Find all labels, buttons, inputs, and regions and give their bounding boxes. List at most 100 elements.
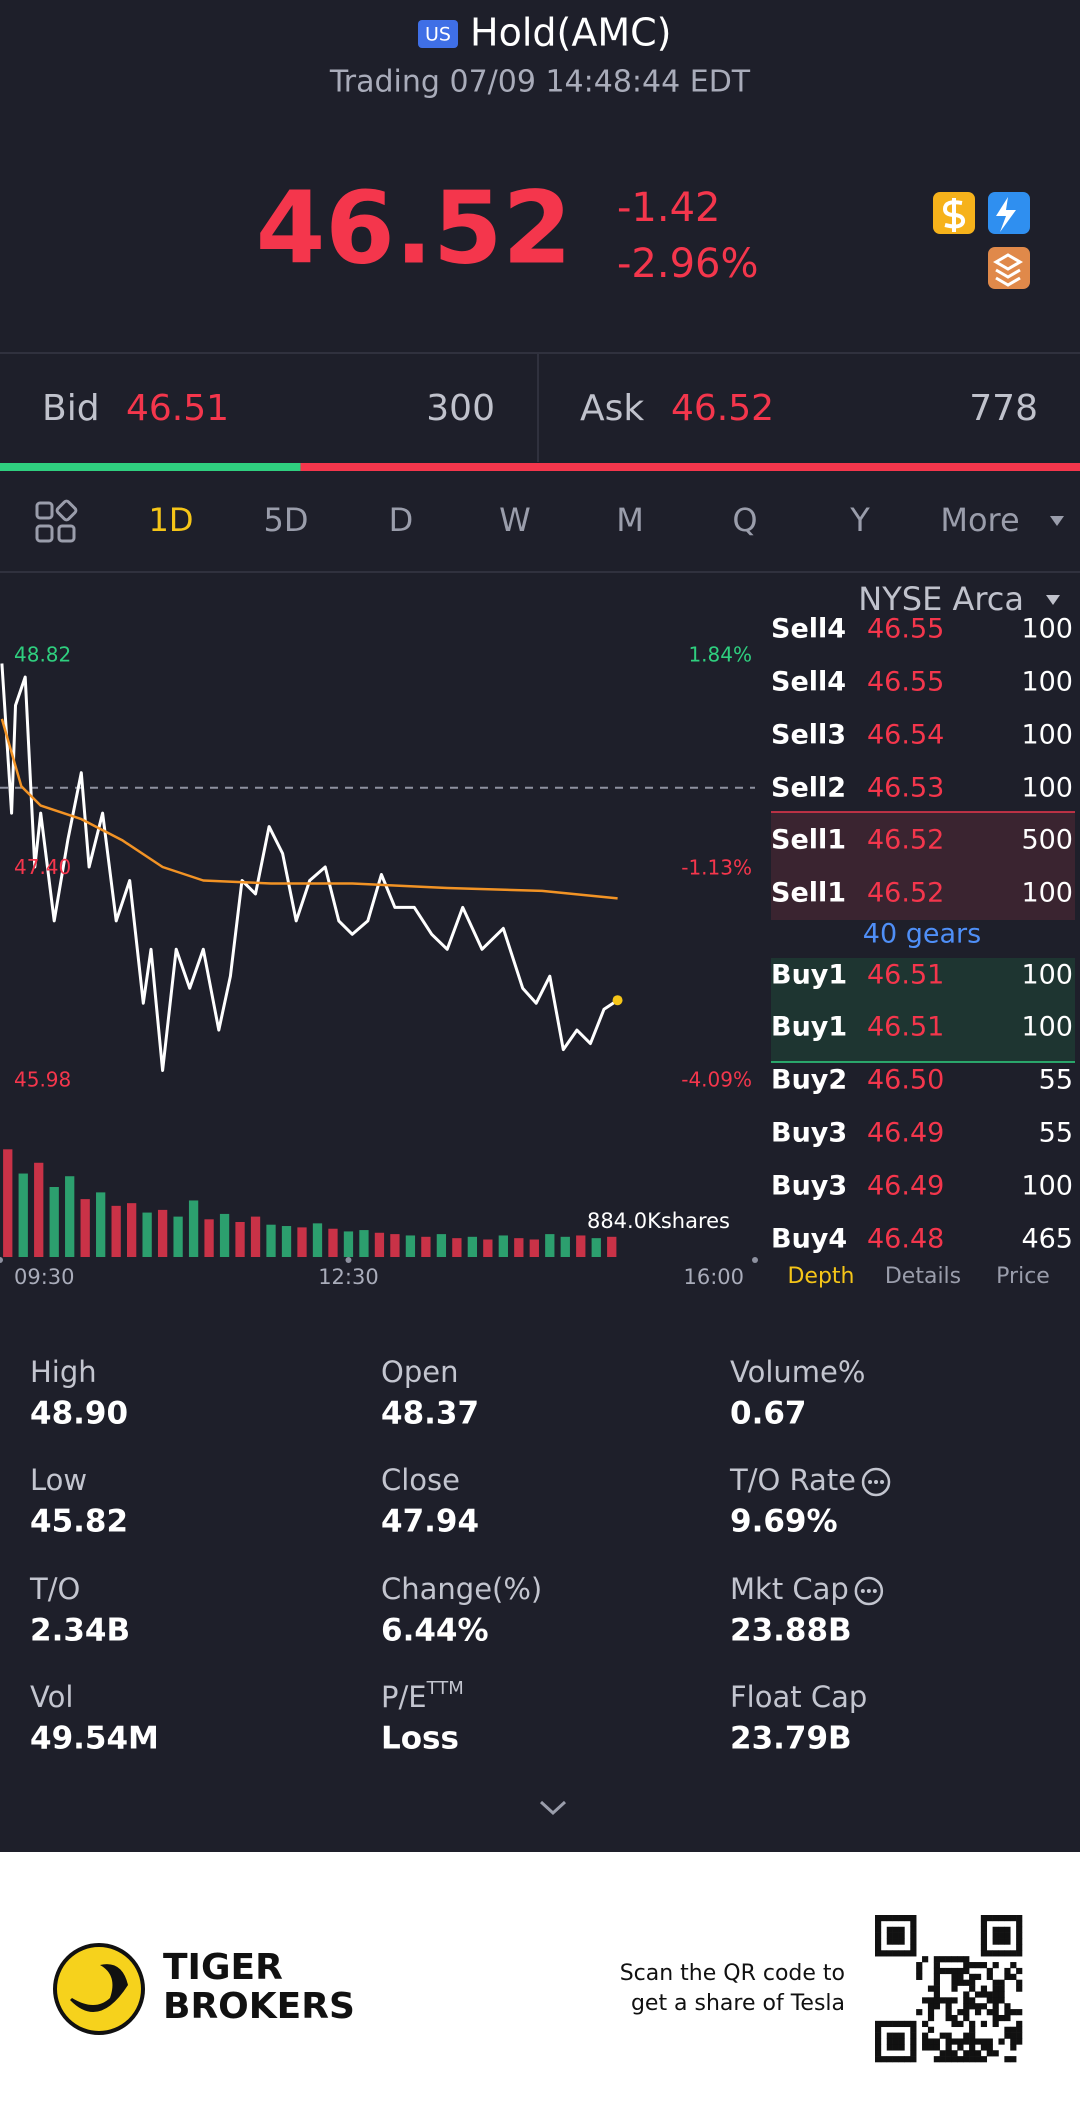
- qr-module: [886, 2038, 893, 2045]
- qr-module: [980, 1991, 988, 1998]
- qr-module: [1016, 1967, 1023, 1975]
- book-size: 55: [1039, 1065, 1073, 1096]
- layout-icon[interactable]: [35, 499, 78, 543]
- period-tab[interactable]: 5D: [264, 501, 309, 539]
- book-tab[interactable]: Depth: [787, 1264, 854, 1289]
- bid-ratio: [0, 463, 301, 471]
- volume-bar: [281, 1226, 292, 1257]
- qr-module: [957, 2009, 964, 2016]
- qr-module: [1010, 1915, 1017, 1922]
- book-tab[interactable]: Price: [996, 1264, 1050, 1289]
- volume-bar: [436, 1234, 447, 1257]
- period-tab[interactable]: M: [616, 501, 644, 539]
- qr-module: [1010, 2009, 1017, 2016]
- exchange[interactable]: NYSE Arca: [858, 580, 1024, 618]
- background: [0, 0, 1080, 1852]
- qr-module: [939, 2056, 946, 2063]
- qr-module: [998, 1991, 1005, 1998]
- book-price: 46.49: [867, 1171, 944, 1202]
- qr-module: [898, 2044, 905, 2051]
- period-tab[interactable]: 1D: [149, 501, 194, 539]
- qr-module: [992, 1932, 999, 1939]
- stat-label: Volume%: [730, 1355, 865, 1389]
- y-tick-label: 47.40: [14, 855, 71, 879]
- period-tabs: 1D 5D D W M Q Y More: [149, 501, 1020, 539]
- qr-module: [939, 2050, 946, 2057]
- volume-bar: [266, 1224, 276, 1257]
- period-tab[interactable]: W: [499, 501, 531, 539]
- qr-module: [992, 1962, 999, 1969]
- qr-module: [886, 2032, 893, 2039]
- stat-value: 23.88B: [730, 1613, 852, 1649]
- qr-module: [998, 1985, 1005, 1992]
- stat-label-text: Open: [381, 1355, 458, 1389]
- y-tick-label: 45.98: [14, 1068, 71, 1092]
- y2-tick-label: 1.84%: [688, 643, 752, 667]
- qr-module: [980, 2020, 988, 2028]
- qr-module: [1016, 2020, 1023, 2028]
- book-price: 46.55: [867, 614, 944, 645]
- qr-module: [998, 1997, 1005, 2004]
- info-icon[interactable]: [854, 1576, 884, 1606]
- qr-module: [898, 2020, 905, 2028]
- period-tab[interactable]: Y: [849, 501, 870, 539]
- qr-module: [957, 1973, 964, 1980]
- qr-module: [963, 2014, 970, 2022]
- period-tab[interactable]: More: [940, 501, 1019, 539]
- qr-module: [963, 1979, 970, 1986]
- book-price: 46.55: [867, 667, 944, 698]
- qr-module: [998, 1979, 1005, 1986]
- volume-bar: [529, 1239, 539, 1257]
- last-price: 46.52: [256, 169, 572, 286]
- qr-module: [939, 1956, 946, 1963]
- qr-module: [1010, 2038, 1017, 2045]
- stat-label: P/ETTM: [381, 1678, 464, 1714]
- qr-module: [992, 1926, 999, 1933]
- qr-module: [927, 2014, 935, 2022]
- qr-module: [916, 2009, 923, 2016]
- book-size: 100: [1021, 1012, 1073, 1043]
- expand-chevron[interactable]: [539, 1800, 567, 1816]
- book-price: 46.49: [867, 1118, 944, 1149]
- volume-bar: [312, 1223, 323, 1257]
- qr-module: [892, 2032, 899, 2039]
- book-size: 100: [1021, 667, 1073, 698]
- dropdown-arrow[interactable]: [1050, 516, 1064, 526]
- info-icon[interactable]: [861, 1467, 891, 1497]
- qr-module: [951, 1956, 958, 1963]
- qr-module: [875, 1915, 882, 1922]
- qr-module: [974, 2038, 982, 2045]
- volume-bar: [219, 1213, 230, 1257]
- qr-module: [886, 2020, 893, 2028]
- qr-module: [969, 1979, 976, 1986]
- qr-module: [998, 1926, 1005, 1933]
- period-tab[interactable]: D: [389, 501, 414, 539]
- qr-module: [945, 1967, 952, 1975]
- qr-module: [980, 1950, 988, 1957]
- qr-module: [986, 2050, 993, 2057]
- stat-value: 48.37: [381, 1396, 479, 1432]
- volume-bar: [545, 1234, 555, 1257]
- qr-module: [963, 2050, 970, 2057]
- volume-bar: [498, 1235, 508, 1257]
- qr-module: [880, 2020, 888, 2028]
- qr-module: [1016, 2038, 1023, 2045]
- book-level: Buy2: [771, 1065, 847, 1096]
- stat-label: Open: [381, 1355, 458, 1389]
- book-tab[interactable]: Details: [885, 1264, 961, 1289]
- qr-module: [898, 2056, 905, 2063]
- x-tick-label: 16:00: [683, 1265, 744, 1289]
- stat-label: T/O: [29, 1572, 80, 1606]
- qr-module: [974, 2003, 982, 2010]
- dropdown-arrow[interactable]: [1046, 595, 1060, 605]
- buy1-highlight: [771, 958, 1075, 1062]
- qr-module: [886, 2044, 893, 2051]
- qr-module: [992, 1991, 999, 1998]
- qr-module: [1004, 1973, 1011, 1980]
- book-level: Buy3: [771, 1171, 847, 1202]
- qr-module: [951, 2056, 958, 2063]
- qr-module: [1004, 1938, 1011, 1945]
- qr-module: [1016, 1932, 1023, 1939]
- book-level: Sell4: [771, 614, 846, 645]
- period-tab[interactable]: Q: [732, 501, 757, 539]
